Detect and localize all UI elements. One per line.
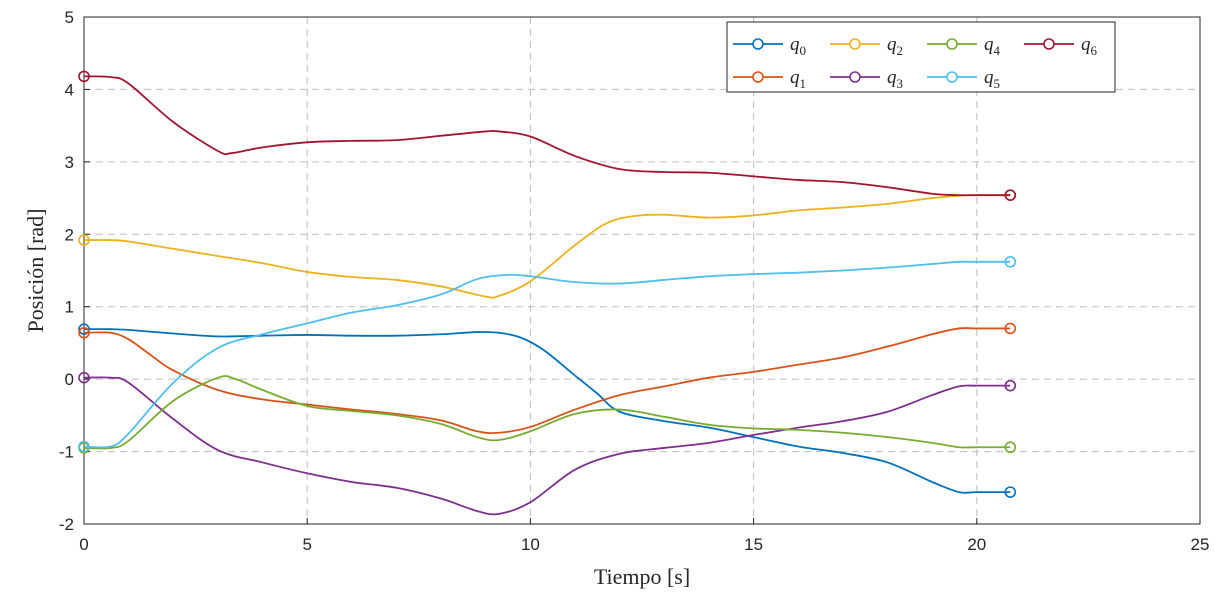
series-line-q2 — [83, 194, 1011, 299]
series-q5 — [78, 256, 1017, 453]
legend-label: q2 — [887, 34, 903, 58]
legend-item-q2[interactable]: q2 — [830, 34, 903, 58]
x-tick-label: 10 — [521, 535, 540, 554]
plot-frame — [83, 16, 1201, 525]
end-marker-q4 — [1004, 441, 1017, 454]
legend-item-q4[interactable]: q4 — [927, 34, 1001, 58]
legend[interactable]: q0 q1 q2 q3 q4 q5 q6 — [726, 21, 1116, 93]
start-marker-q0 — [78, 323, 90, 335]
legend-item-q0[interactable]: q0 — [733, 34, 806, 58]
legend-marker — [849, 38, 861, 50]
x-tick-label: 5 — [302, 535, 311, 554]
x-tick-label: 15 — [744, 535, 763, 554]
y-tick-label: 5 — [65, 8, 74, 27]
series-line-q4 — [83, 375, 1011, 450]
legend-marker — [849, 71, 861, 83]
legend-label: q4 — [984, 34, 1001, 58]
legend-item-q5[interactable]: q5 — [927, 67, 1000, 91]
series-line-q1 — [83, 327, 1011, 435]
legend-label: q3 — [887, 67, 903, 91]
legend-marker — [946, 38, 958, 50]
end-marker-q1 — [1004, 322, 1017, 335]
legend-marker — [752, 71, 764, 83]
series-q1 — [78, 322, 1017, 435]
start-marker-q1 — [78, 326, 90, 339]
y-tick-label: 4 — [65, 80, 74, 99]
legend-box — [726, 21, 1116, 93]
start-marker-q6 — [78, 70, 90, 83]
series-lines — [78, 70, 1017, 516]
end-marker-q0 — [1004, 486, 1017, 498]
start-marker-q5 — [78, 440, 90, 453]
grid — [84, 17, 1200, 524]
legend-label: q5 — [984, 67, 1000, 91]
legend-marker — [752, 38, 764, 50]
legend-marker — [946, 71, 958, 83]
start-marker-q3 — [78, 371, 90, 384]
end-marker-q5 — [1004, 256, 1017, 268]
series-line-q5 — [83, 260, 1011, 449]
series-q2 — [78, 189, 1017, 299]
x-tick-label: 20 — [967, 535, 986, 554]
y-axis-label: Posición [rad] — [23, 208, 48, 332]
series-q0 — [78, 323, 1017, 498]
end-marker-q6 — [1004, 189, 1017, 201]
y-tick-label: 0 — [65, 370, 74, 389]
y-tick-label: 2 — [65, 225, 74, 244]
legend-item-q3[interactable]: q3 — [830, 67, 903, 91]
end-marker-q3 — [1004, 379, 1017, 392]
legend-label: q6 — [1081, 34, 1098, 58]
legend-label: q0 — [790, 34, 806, 58]
series-q6 — [78, 70, 1017, 201]
x-axis-label: Tiempo [s] — [594, 564, 690, 589]
legend-item-q6[interactable]: q6 — [1024, 34, 1098, 58]
axis-ticks: 0 5 10 15 20 25 -2 -1 0 1 2 3 4 5 — [59, 8, 1210, 554]
x-tick-label: 0 — [79, 535, 88, 554]
series-line-q6 — [83, 75, 1011, 197]
y-tick-label: -2 — [59, 515, 74, 534]
y-tick-label: 1 — [65, 298, 74, 317]
legend-item-q1[interactable]: q1 — [733, 67, 806, 91]
start-marker-q2 — [78, 234, 90, 246]
legend-marker — [1043, 38, 1055, 50]
series-line-q3 — [83, 376, 1011, 516]
series-q3 — [78, 371, 1017, 516]
legend-label: q1 — [790, 67, 806, 91]
y-tick-label: -1 — [59, 443, 74, 462]
series-line-q0 — [83, 328, 1011, 494]
y-tick-label: 3 — [65, 153, 74, 172]
x-tick-label: 25 — [1191, 535, 1210, 554]
